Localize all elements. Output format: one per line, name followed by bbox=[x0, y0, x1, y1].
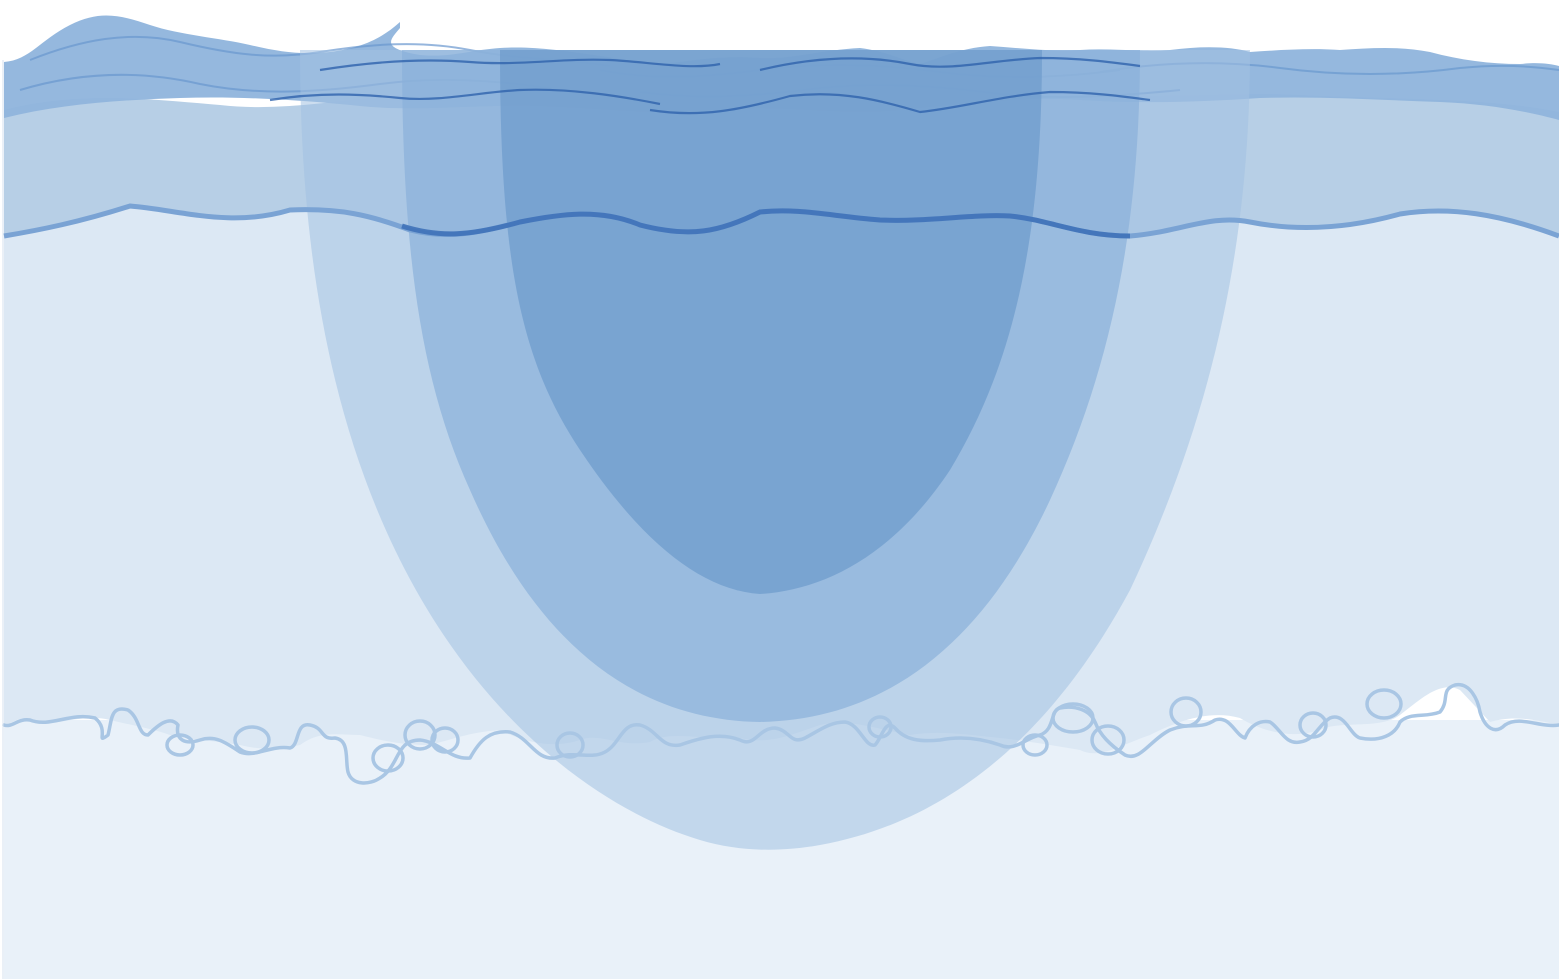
layer-boundary-line-dark bbox=[401, 208, 1131, 239]
cell-bubble-line bbox=[2, 683, 1559, 785]
inner-zone bbox=[500, 50, 1042, 594]
zone-surface-waves bbox=[269, 56, 1151, 115]
